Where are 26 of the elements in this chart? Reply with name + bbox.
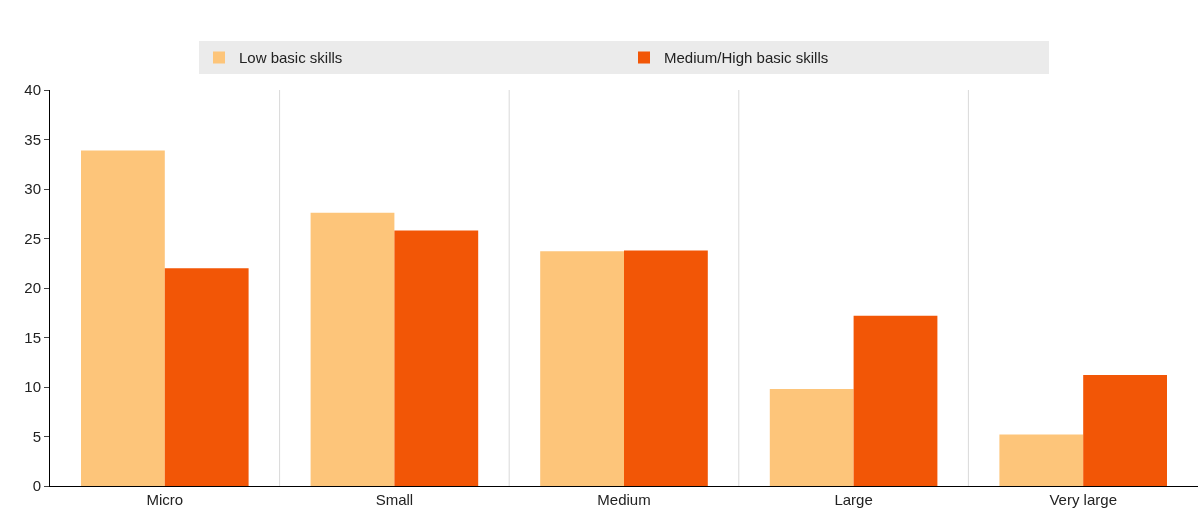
bar: [394, 230, 479, 486]
y-tick-label: 25: [24, 229, 41, 247]
x-tick-label: Large: [834, 491, 873, 508]
bar: [540, 251, 624, 486]
y-tick-label: 15: [24, 328, 41, 346]
y-tick-label: 5: [32, 427, 41, 445]
x-tick-label: Very large: [1049, 491, 1117, 508]
y-tick-label: 35: [24, 130, 41, 148]
bar: [310, 212, 395, 486]
x-tick-label: Small: [375, 491, 414, 508]
y-tick-label: 10: [24, 378, 41, 396]
bar: [81, 150, 165, 486]
bar: [853, 315, 938, 486]
legend-label: Medium/High basic skills: [664, 49, 829, 67]
y-tick-label: 30: [24, 180, 41, 198]
bar: [1083, 375, 1167, 486]
y-tick-label: 20: [24, 279, 41, 297]
bar: [769, 388, 854, 486]
bar: [999, 434, 1084, 486]
bar: [624, 250, 708, 486]
legend-label: Low basic skills: [239, 49, 343, 67]
y-tick-label: 40: [24, 81, 41, 99]
y-tick-label: 0: [32, 477, 41, 495]
bar: [164, 268, 249, 486]
x-tick-label: Micro: [146, 491, 184, 508]
x-tick-label: Medium: [597, 491, 651, 508]
